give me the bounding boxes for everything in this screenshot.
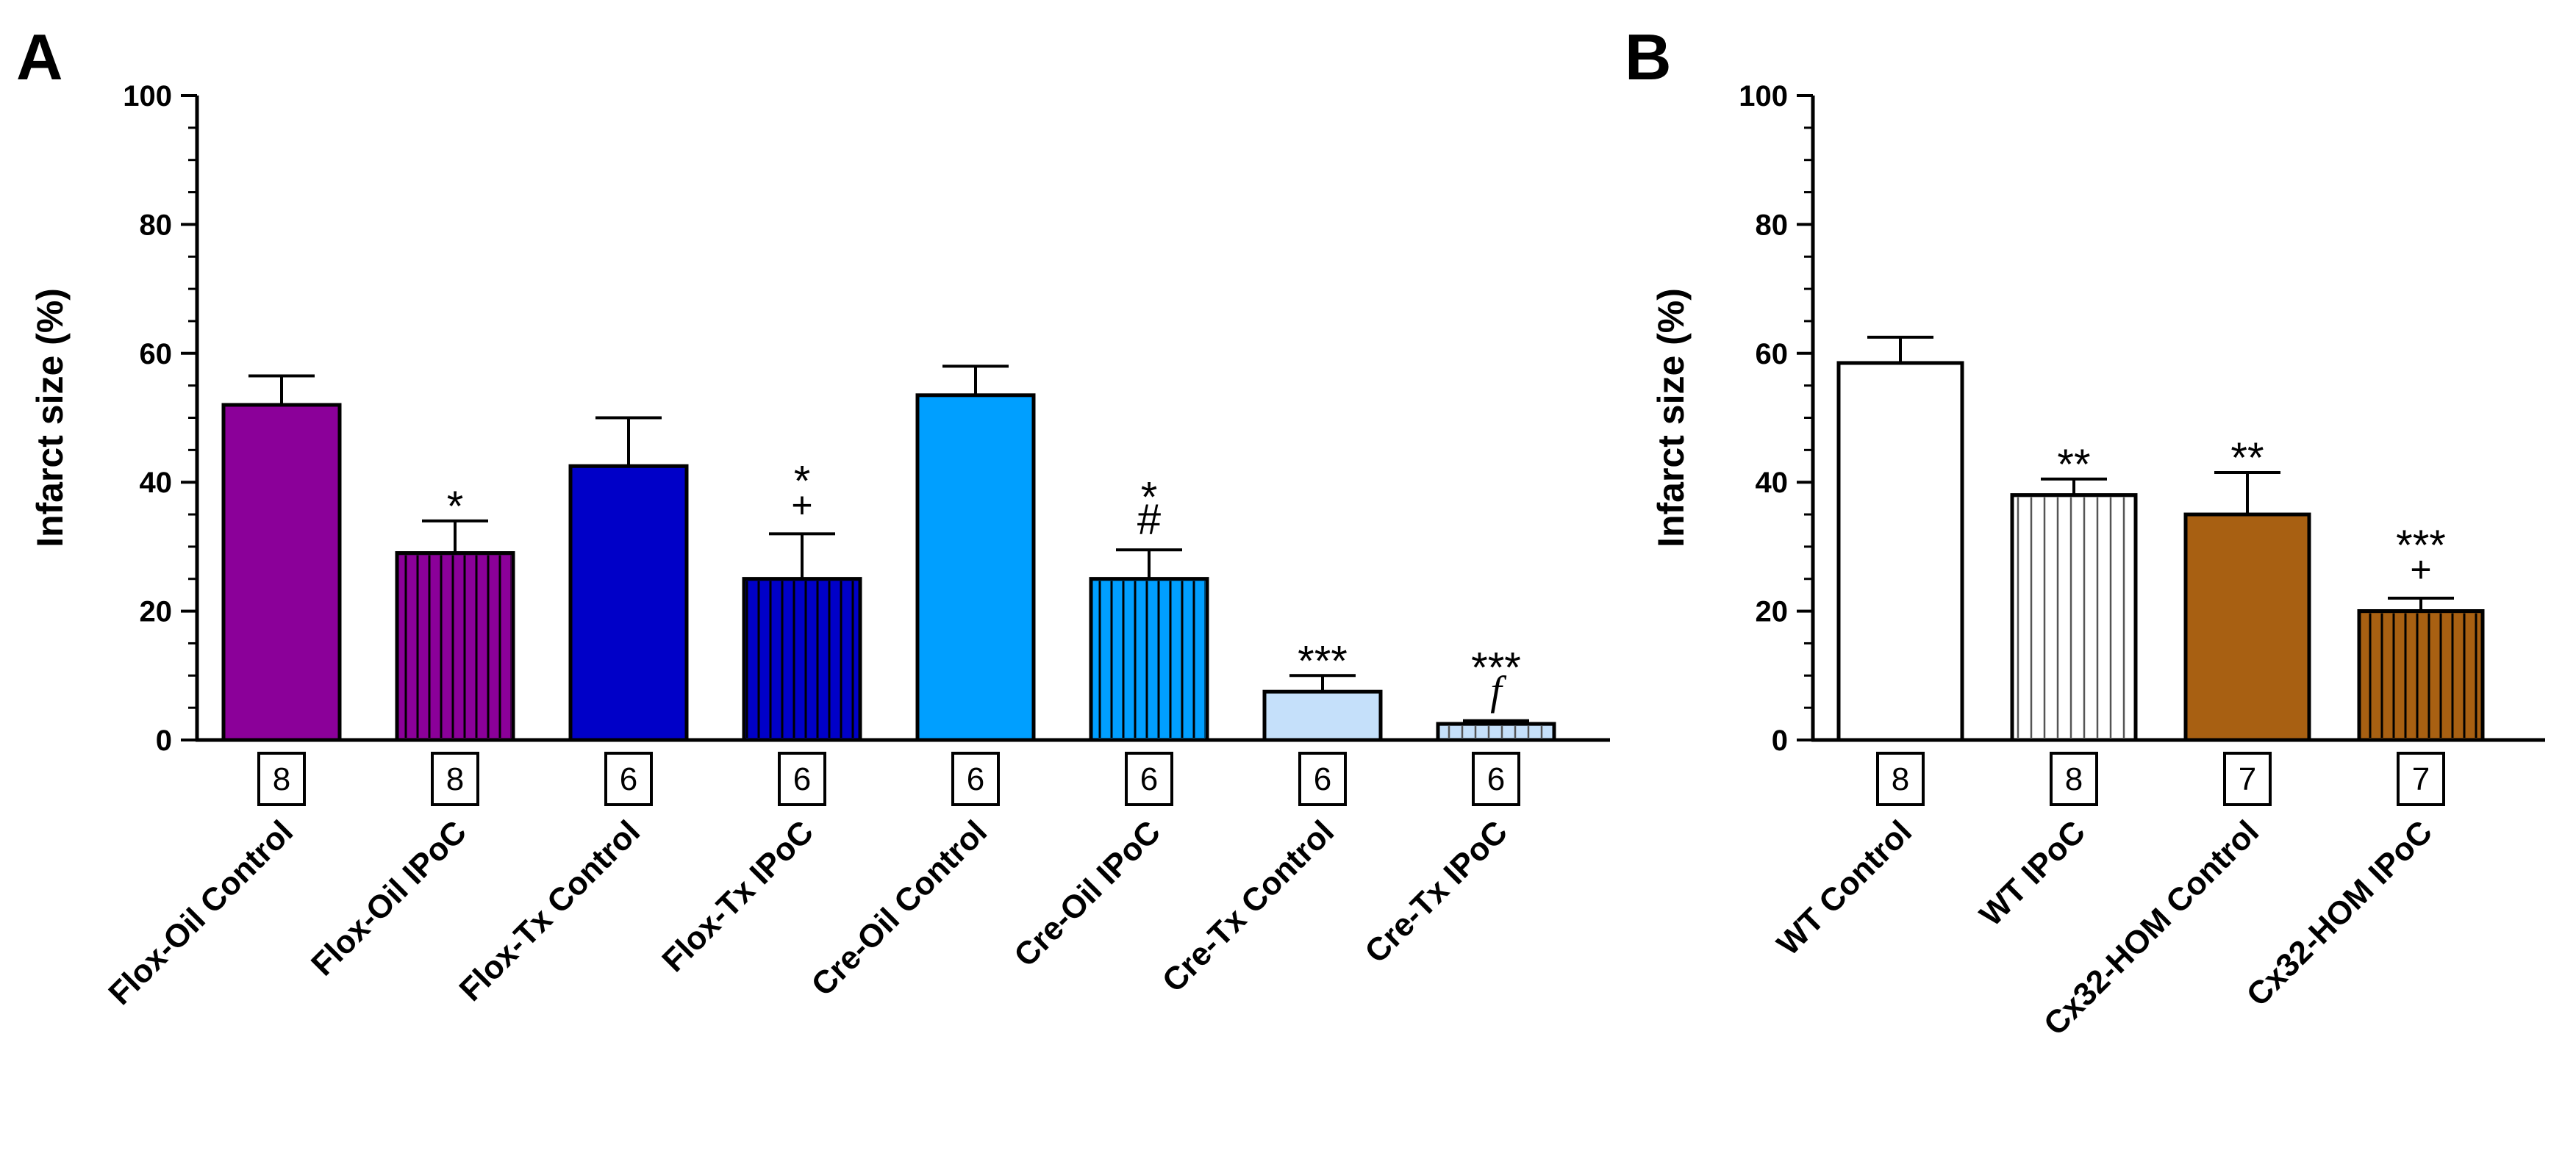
bar-outline: [2010, 493, 2138, 742]
x-tick-label: Cre-Oil Control: [804, 813, 994, 1003]
x-tick-label: WT Control: [1770, 813, 1919, 962]
n-box: [951, 752, 1000, 806]
x-tick-label: Cre-Tx Control: [1156, 813, 1341, 999]
y-tick-label: 60: [1756, 338, 1789, 370]
n-label: 6: [1140, 761, 1158, 797]
y-tick-label: 0: [1772, 725, 1788, 757]
n-box: [1298, 752, 1347, 806]
y-tick-label: 40: [1756, 467, 1789, 499]
n-label: 8: [273, 761, 290, 797]
significance-mark: ***: [2396, 522, 2446, 570]
y-tick-label: 80: [1756, 209, 1789, 241]
n-box: [1876, 752, 1925, 806]
n-box: [2050, 752, 2098, 806]
significance-mark: **: [2057, 441, 2090, 489]
panel-b: B Infarct size (%) 0 20 40 60 80 100 8 WT Control…: [1625, 21, 2545, 1043]
y-tick-label: 20: [1756, 596, 1789, 628]
n-label: 8: [446, 761, 464, 797]
significance-mark: ***: [1298, 637, 1348, 685]
n-box: [2223, 752, 2272, 806]
y-tick-label: 100: [1739, 80, 1788, 112]
bar-hatch: [1440, 726, 1552, 738]
n-box: [2397, 752, 2445, 806]
y-tick-label: 20: [140, 596, 173, 628]
significance-mark: +: [791, 484, 812, 525]
bar-outline: [1089, 577, 1209, 742]
x-tick-label: Flox-Tx Control: [453, 813, 648, 1008]
bar-flox-tx-control: [568, 464, 689, 742]
bar-hatch: [2361, 613, 2480, 738]
n-box: [431, 752, 479, 806]
n-box: [604, 752, 653, 806]
x-tick-label: Flox-Tx IPoC: [655, 813, 820, 979]
panel-a: A Infarct size (%) 0 20 40 60 80 100 8 Flox-Oil C…: [16, 21, 1610, 1012]
significance-mark: *: [794, 457, 811, 505]
y-tick-label: 80: [140, 209, 173, 241]
significance-mark: +: [2410, 549, 2431, 590]
x-tick-label: Cx32-HOM IPoC: [2240, 813, 2439, 1013]
n-label: 8: [2065, 761, 2083, 797]
y-tick-label: 0: [156, 725, 172, 757]
n-label: 7: [2239, 761, 2256, 797]
bar-cre-oil-control: [915, 393, 1036, 742]
y-tick-label: 60: [140, 338, 173, 370]
x-tick-label: WT IPoC: [1973, 813, 2093, 933]
bar-cx32-hom-control: [2183, 512, 2311, 742]
bar-outline: [395, 551, 515, 742]
bar-hatch: [2014, 497, 2133, 738]
bar-hatch: [1093, 581, 1205, 738]
significance-mark: #: [1137, 495, 1161, 543]
bar-hatch: [399, 555, 511, 738]
n-label: 6: [620, 761, 637, 797]
bar-wt-control: [1836, 361, 1964, 742]
n-label: 6: [793, 761, 811, 797]
n-box: [778, 752, 826, 806]
significance-mark: *: [1141, 473, 1158, 521]
bar-flox-oil-control: [221, 403, 342, 742]
y-tick-label: 40: [140, 467, 173, 499]
x-tick-label: Flox-Oil IPoC: [304, 813, 473, 982]
x-tick-label: Flox-Oil Control: [101, 813, 300, 1012]
x-tick-label: Cre-Tx IPoC: [1358, 813, 1514, 970]
bar-hatch: [746, 581, 858, 738]
n-box: [257, 752, 306, 806]
n-label: 7: [2412, 761, 2430, 797]
n-label: 6: [1487, 761, 1505, 797]
n-label: 6: [1314, 761, 1331, 797]
y-axis-title: Infarct size (%): [1650, 288, 1692, 547]
n-box: [1472, 752, 1520, 806]
bar-outline: [1436, 722, 1556, 742]
n-label: 6: [967, 761, 984, 797]
significance-mark: *: [447, 483, 464, 531]
n-label: 8: [1892, 761, 1909, 797]
y-tick-label: 100: [123, 80, 172, 112]
x-tick-label: Cre-Oil IPoC: [1007, 813, 1167, 974]
y-axis-title: Infarct size (%): [29, 288, 71, 547]
panel-letter: A: [16, 21, 63, 93]
panel-letter: B: [1625, 21, 1672, 93]
bar-outline: [2357, 609, 2485, 742]
n-box: [1125, 752, 1173, 806]
significance-mark: ***: [1471, 644, 1521, 692]
significance-mark: **: [2230, 434, 2264, 482]
bar-cre-tx-control: [1262, 689, 1383, 742]
bar-outline: [742, 577, 862, 742]
